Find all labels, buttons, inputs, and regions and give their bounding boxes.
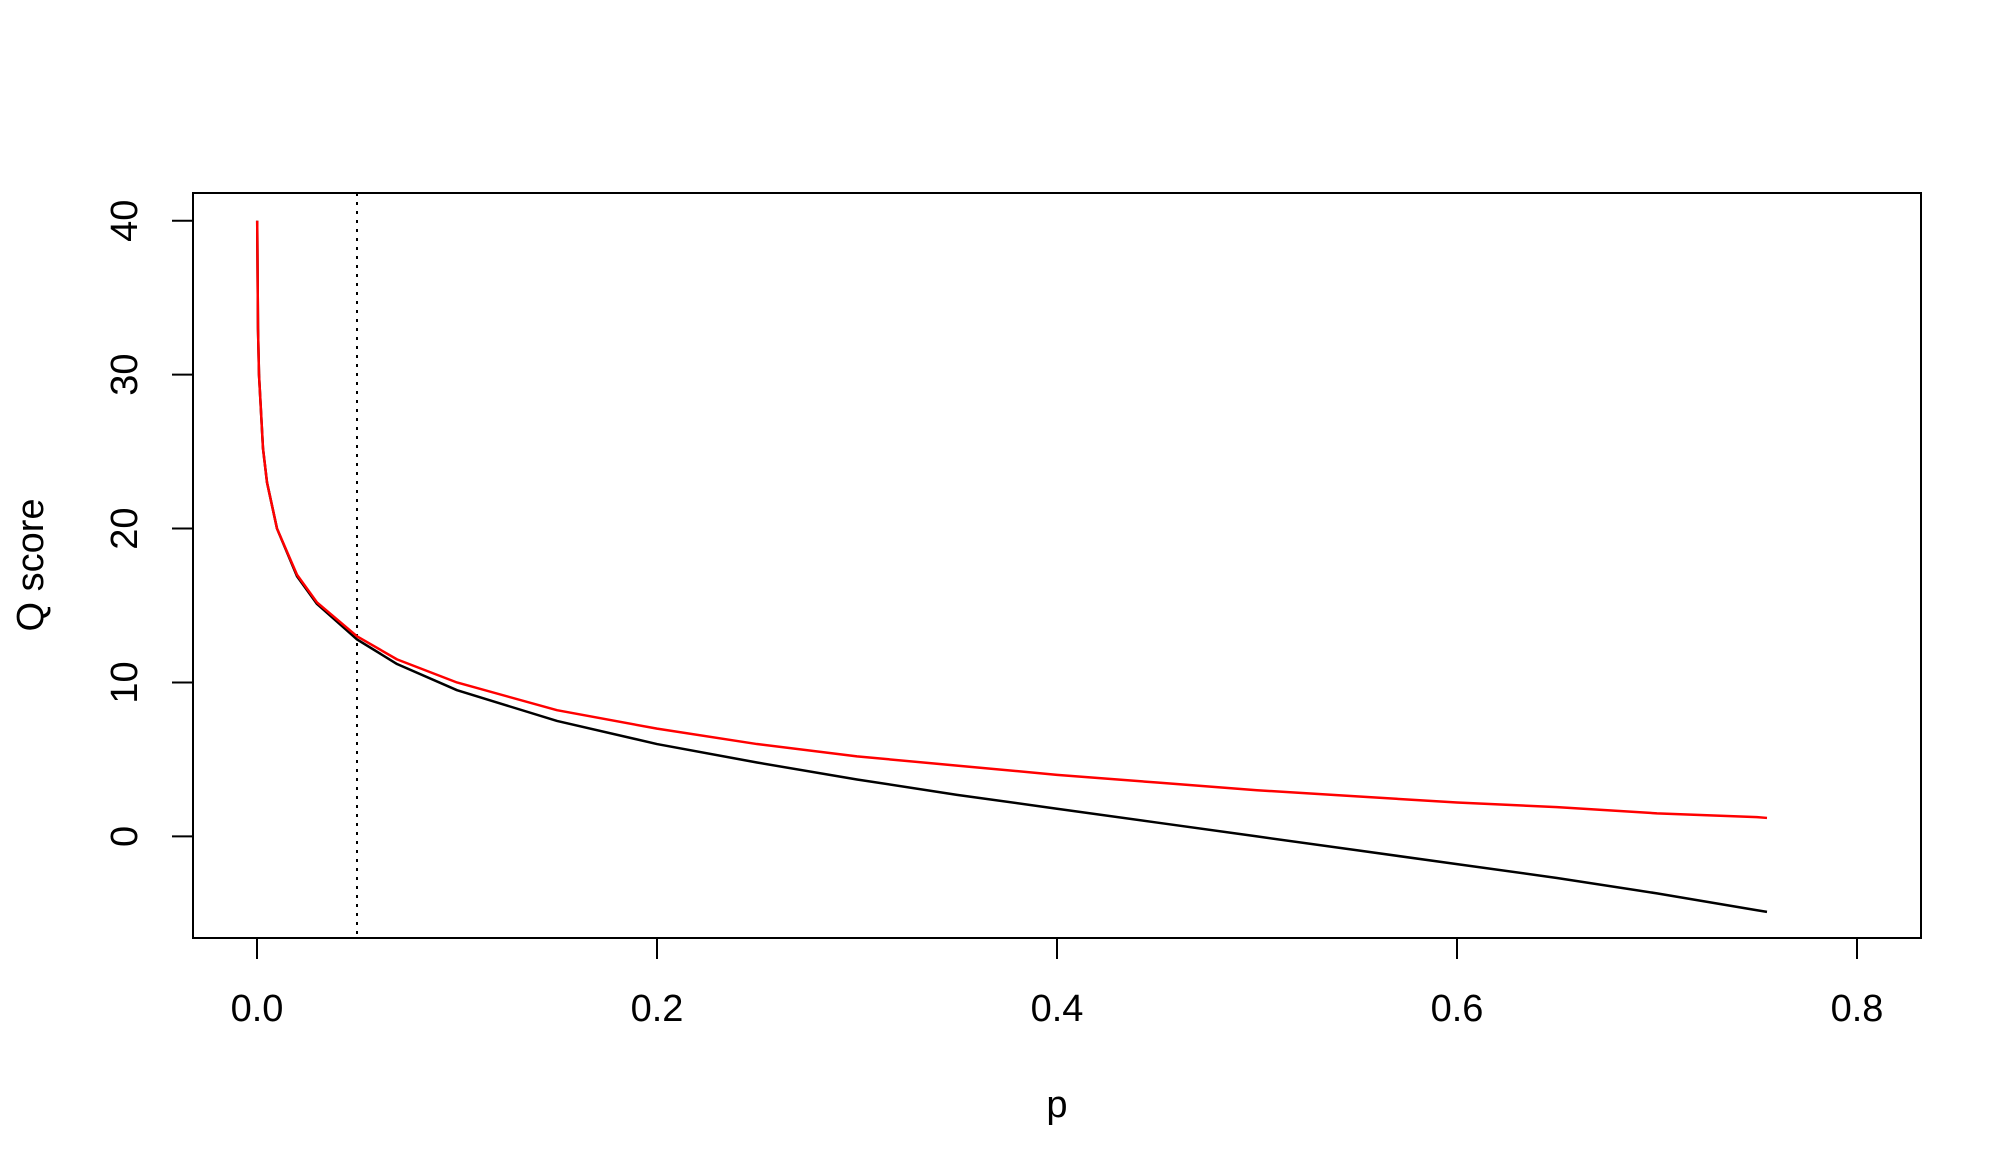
y-tick-label: 40 (104, 200, 146, 242)
plot-frame (192, 192, 1922, 939)
series-group (255, 220, 1768, 914)
x-tick-label: 0.0 (231, 988, 284, 1030)
y-axis-title: Q score (10, 498, 52, 631)
x-axis: 0.0 0.2 0.4 0.6 0.8 (231, 937, 1884, 1030)
series-line-1 (255, 220, 1768, 914)
x-tick-label: 0.2 (631, 988, 684, 1030)
x-axis-title: p (1046, 1084, 1067, 1126)
y-tick-label: 0 (104, 826, 146, 847)
y-tick-label: 30 (104, 353, 146, 395)
y-axis: 0 10 20 30 40 (104, 200, 194, 847)
y-tick-label: 20 (104, 507, 146, 549)
x-tick-label: 0.4 (1031, 988, 1084, 1030)
series-line-2 (255, 220, 1768, 820)
x-tick-label: 0.8 (1831, 988, 1884, 1030)
x-tick-label: 0.6 (1431, 988, 1484, 1030)
y-tick-label: 10 (104, 661, 146, 703)
